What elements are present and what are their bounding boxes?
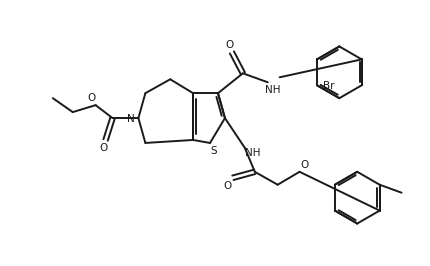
Text: O: O <box>226 40 234 51</box>
Text: N: N <box>126 114 134 124</box>
Text: S: S <box>211 146 217 156</box>
Text: O: O <box>99 143 108 153</box>
Text: O: O <box>224 181 232 191</box>
Text: O: O <box>88 93 96 103</box>
Text: NH: NH <box>265 85 280 95</box>
Text: Br: Br <box>323 81 335 91</box>
Text: NH: NH <box>245 148 261 158</box>
Text: O: O <box>301 160 309 170</box>
